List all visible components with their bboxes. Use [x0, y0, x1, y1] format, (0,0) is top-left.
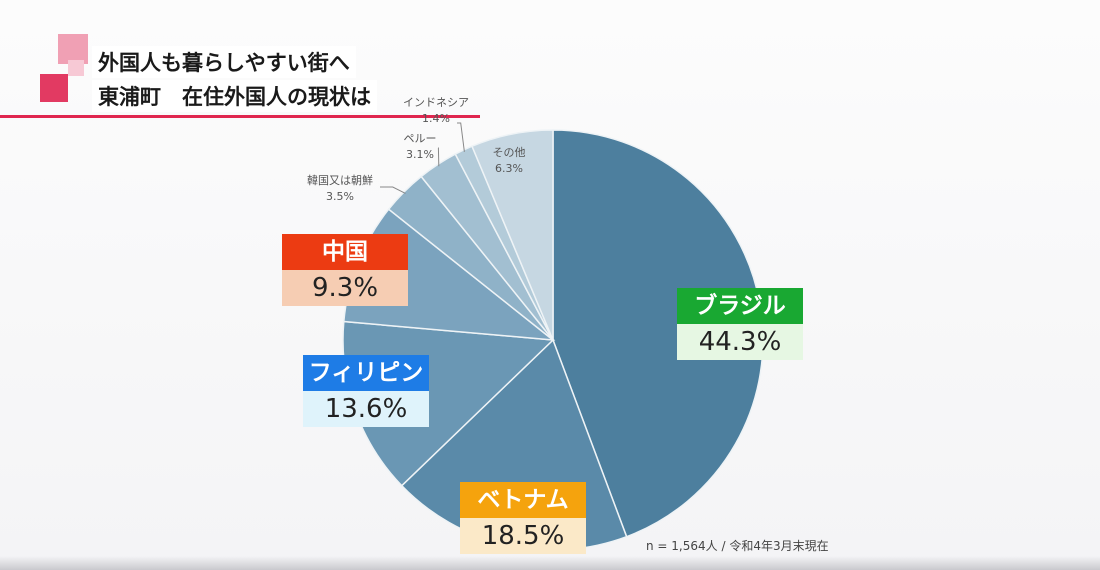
small-label-name-korea: 韓国又は朝鮮 [307, 173, 373, 187]
small-label-name-indonesia: インドネシア [403, 96, 469, 109]
header-underline [0, 115, 480, 118]
bottom-shade [0, 556, 1100, 570]
slice-label-value: 13.6% [303, 391, 429, 427]
leader-line-peru [437, 147, 440, 167]
slice-label-brazil: ブラジル 44.3% [677, 288, 803, 360]
headline-line-2: 東浦町 在住外国人の現状は [92, 80, 377, 112]
slice-label-name: 中国 [282, 234, 408, 270]
slice-label-philippines: フィリピン 13.6% [303, 355, 429, 427]
small-label-name-peru: ペルー [404, 132, 437, 145]
leader-line-korea [380, 186, 406, 194]
slice-label-value: 44.3% [677, 324, 803, 360]
headline-line-1: 外国人も暮らしやすい街へ [92, 46, 356, 78]
slice-label-value: 9.3% [282, 270, 408, 306]
small-slice-labels: 韓国又は朝鮮 3.5% ペルー 3.1% インドネシア 1.4% その他 6.3% [307, 96, 526, 203]
chart-footnote: n = 1,564人 / 令和4年3月末現在 [646, 539, 829, 553]
header-square-decoration [40, 74, 68, 102]
small-label-name-other: その他 [493, 146, 526, 159]
small-label-value-other: 6.3% [495, 162, 523, 175]
slice-label-china: 中国 9.3% [282, 234, 408, 306]
leader-line-indonesia [457, 122, 465, 152]
header-square-decoration [68, 60, 84, 76]
slice-label-name: ベトナム [460, 482, 586, 518]
small-label-value-korea: 3.5% [326, 190, 354, 203]
slice-label-name: フィリピン [303, 355, 429, 391]
slice-label-name: ブラジル [677, 288, 803, 324]
small-label-value-indonesia: 1.4% [422, 112, 450, 125]
pie-slice-other [471, 129, 554, 341]
small-label-value-peru: 3.1% [406, 148, 434, 161]
header-square-decoration [58, 34, 88, 64]
slice-label-value: 18.5% [460, 518, 586, 554]
pie-slices [342, 129, 764, 551]
slice-label-vietnam: ベトナム 18.5% [460, 482, 586, 554]
